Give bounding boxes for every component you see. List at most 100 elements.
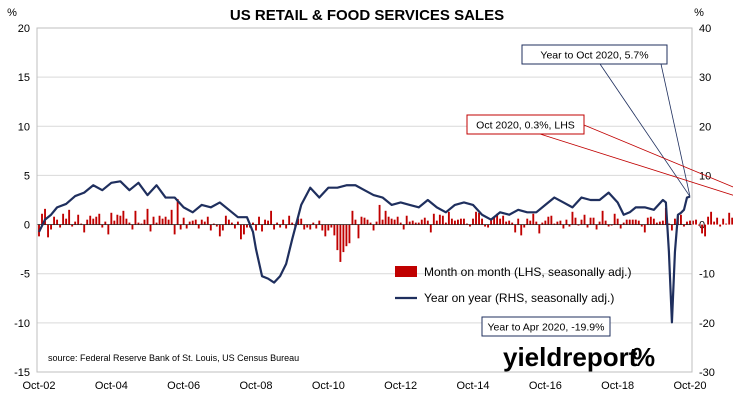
mom-bar [607, 224, 610, 227]
mom-bar [387, 216, 390, 225]
mom-bar [499, 218, 502, 225]
mom-bar [218, 224, 221, 237]
mom-bar [89, 215, 92, 225]
mom-bar [526, 218, 529, 225]
mom-bar [92, 218, 95, 225]
mom-bar [417, 222, 420, 225]
left-tick-label: 20 [18, 23, 30, 35]
brand-logo: yieldreport % [503, 342, 655, 372]
mom-bar [227, 219, 230, 225]
right-tick-label: -20 [699, 318, 715, 330]
mom-bar [339, 224, 342, 262]
mom-bar [74, 221, 77, 225]
mom-bar [230, 222, 233, 225]
mom-bar [137, 222, 140, 225]
x-axis-ticks: Oct-02 Oct-04 Oct-06 Oct-08 Oct-10 Oct-12 Oct-… [22, 380, 706, 392]
mom-bar [435, 220, 438, 225]
mom-bar [408, 221, 411, 225]
legend-label-yoy: Year on year (RHS, seasonally adj.) [424, 291, 614, 305]
mom-bar [270, 210, 273, 225]
mom-bar [134, 210, 137, 225]
mom-bar [318, 220, 321, 225]
x-tick-label: Oct-20 [673, 380, 706, 392]
mom-bar [529, 220, 532, 225]
mom-bar [625, 219, 628, 225]
mom-bar [649, 216, 652, 225]
mom-bar [393, 219, 396, 225]
brand-text: yieldreport [503, 342, 638, 372]
mom-bar [173, 224, 176, 235]
mom-bar [640, 224, 643, 227]
mom-bar [83, 224, 86, 233]
mom-bar [366, 219, 369, 225]
mom-bar [466, 223, 468, 225]
mom-bar [390, 218, 393, 225]
mom-bar [327, 224, 330, 231]
mom-bar [56, 219, 59, 225]
mom-bar [472, 218, 474, 225]
mom-bar [351, 210, 354, 225]
mom-bar [710, 211, 713, 225]
mom-bar [212, 223, 215, 225]
mom-bar [426, 220, 429, 225]
x-tick-label: Oct-02 [22, 380, 55, 392]
x-tick-label: Oct-08 [239, 380, 272, 392]
mom-bar [47, 224, 49, 238]
right-tick-label: 30 [699, 72, 711, 84]
mom-bar [523, 224, 526, 228]
mom-bar [731, 217, 733, 225]
mom-bar [240, 224, 242, 240]
mom-bar [131, 224, 134, 230]
mom-bar [571, 211, 574, 225]
mom-bar [514, 224, 517, 233]
plot-frame [36, 27, 693, 373]
mom-bar [170, 209, 173, 225]
mom-bar [487, 224, 490, 228]
mom-bar [481, 218, 483, 225]
legend: Month on month (LHS, seasonally adj.) Ye… [395, 265, 631, 305]
mom-bar [194, 219, 197, 225]
mom-bar [282, 219, 285, 225]
mom-bar [598, 221, 601, 225]
mom-bar [550, 215, 553, 225]
mom-bar [203, 221, 206, 225]
mom-bar [276, 222, 279, 225]
left-tick-label: -5 [20, 269, 30, 281]
mom-bar [652, 218, 655, 225]
mom-bar [125, 218, 128, 225]
mom-bar [176, 199, 179, 225]
mom-bar [396, 216, 399, 225]
mom-bar [616, 218, 619, 225]
mom-bar [252, 222, 254, 225]
mom-bar [478, 212, 480, 225]
mom-bar [538, 224, 541, 234]
legend-swatch-mom [395, 266, 417, 277]
mom-bar [574, 217, 577, 225]
mom-bar [62, 213, 65, 225]
chart-title: US RETAIL & FOOD SERVICES SALES [230, 7, 504, 24]
mom-bar [441, 215, 444, 225]
mom-bar [357, 224, 360, 239]
annotation-year-to-oct-text: Year to Oct 2020, 5.7% [540, 50, 648, 62]
mom-bar [484, 224, 486, 227]
mom-bar [164, 216, 167, 225]
mom-bar [71, 224, 74, 227]
mom-bar [683, 224, 685, 227]
mom-bar [460, 218, 462, 225]
mom-bar [674, 218, 676, 225]
mom-bar [414, 222, 417, 225]
mom-bar [686, 221, 688, 225]
mom-bar [661, 220, 664, 225]
mom-bar [420, 219, 423, 225]
mom-bar [288, 215, 291, 225]
mom-bar [179, 224, 182, 230]
mom-bar [53, 216, 56, 225]
mom-bar [604, 220, 607, 225]
annotation-year-to-apr-text: Year to Apr 2020, -19.9% [488, 322, 605, 334]
mom-bar [658, 221, 661, 225]
mom-bar [185, 224, 188, 229]
mom-bar [215, 224, 218, 227]
brand-mark: % [632, 342, 655, 372]
mom-bar [520, 224, 523, 236]
mom-bar [719, 224, 722, 227]
